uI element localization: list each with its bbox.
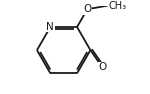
Text: O: O xyxy=(98,62,106,72)
Text: O: O xyxy=(83,4,92,14)
Text: CH₃: CH₃ xyxy=(108,1,126,11)
Text: N: N xyxy=(46,22,54,32)
